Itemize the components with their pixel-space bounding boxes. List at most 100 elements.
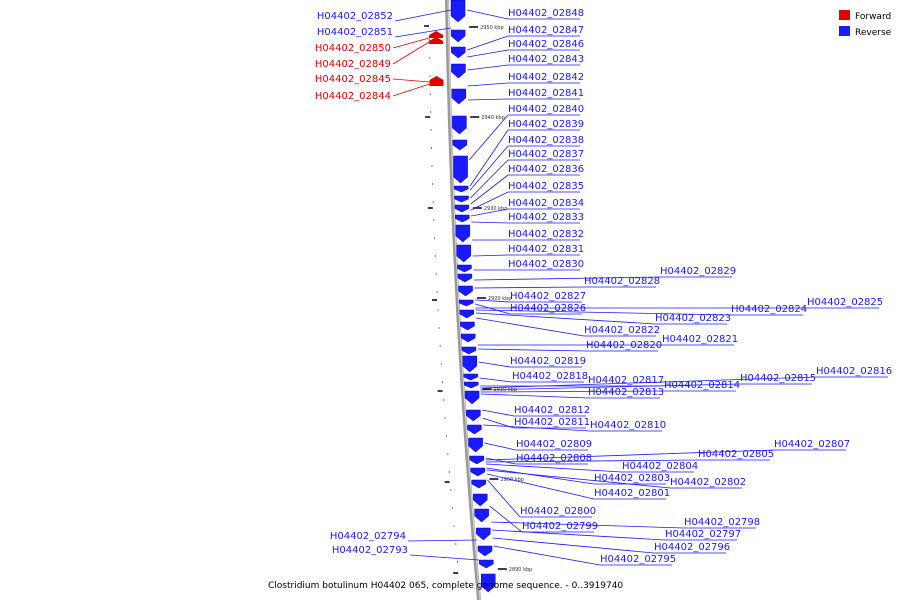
gene-label-reverse: H04402_02798: [684, 517, 760, 528]
connector-reverse: [486, 469, 671, 489]
gene-block-reverse: [453, 185, 469, 193]
gene-label-reverse: H04402_02797: [665, 529, 741, 540]
gene-block-forward: [429, 37, 444, 44]
connector-reverse-left: [394, 27, 452, 38]
scale-tick-label: 2930 kbp: [484, 206, 508, 212]
connector-reverse: [486, 473, 595, 500]
connector-reverse-left: [407, 539, 477, 542]
gene-label-reverse: H04402_02832: [508, 229, 584, 240]
connector-forward: [392, 41, 430, 65]
connector-reverse: [472, 254, 509, 257]
connector-reverse: [471, 208, 509, 217]
scale-tick-label: 2920 kbp: [488, 296, 512, 302]
connector-reverse: [475, 312, 656, 325]
connector-reverse: [478, 361, 511, 368]
gene-block-reverse: [480, 573, 496, 593]
scale-tick-label: 2950 kbp: [480, 25, 504, 31]
connector-reverse: [467, 64, 509, 71]
gene-block-reverse: [452, 115, 467, 135]
gene-block-reverse: [476, 527, 491, 541]
connector-reverse: [493, 545, 601, 566]
gene-label-reverse: H04402_02836: [508, 164, 584, 175]
gene-block-reverse: [458, 299, 474, 307]
gene-label-reverse: H04402_02796: [654, 542, 730, 553]
connector-reverse: [468, 114, 509, 161]
gene-label-reverse: H04402_02825: [807, 297, 883, 308]
gene-block-reverse: [454, 195, 469, 203]
gene-label-reverse: H04402_02828: [584, 276, 660, 287]
connector-reverse: [485, 459, 699, 463]
gene-block-forward: [429, 31, 444, 38]
connector-reverse: [491, 529, 666, 541]
connector-reverse: [466, 9, 509, 20]
connector-reverse: [473, 276, 661, 281]
connector-reverse: [480, 393, 589, 399]
connector-reverse: [467, 98, 509, 101]
gene-block-reverse: [454, 214, 470, 223]
gene-block-reverse: [463, 381, 479, 389]
gene-block-reverse: [464, 390, 480, 405]
gene-block-reverse: [460, 333, 476, 343]
connector-reverse: [483, 424, 591, 432]
gene-block-reverse: [474, 508, 489, 523]
gene-block-reverse: [470, 467, 486, 477]
gene-block-reverse: [450, 0, 466, 23]
gene-block-reverse: [457, 264, 472, 273]
gene-block-reverse: [455, 224, 471, 243]
connector-reverse: [486, 463, 623, 473]
gene-label-reverse: H04402_02823: [655, 313, 731, 324]
scale-tick-label: 2890 kbp: [509, 567, 533, 573]
gene-label-reverse: H04402_02795: [600, 554, 676, 565]
gene-block-reverse: [451, 88, 467, 105]
gene-label-reverse-left: H04402_02793: [332, 545, 408, 556]
connector-reverse: [484, 442, 517, 451]
gene-block-reverse: [460, 321, 475, 331]
connector-reverse: [475, 309, 732, 316]
gene-block-reverse: [479, 559, 494, 569]
connector-reverse: [491, 521, 685, 529]
connector-reverse: [469, 129, 509, 187]
genome-backbone-highlight: [447, 0, 481, 600]
connector-forward: [392, 37, 430, 49]
gene-block-reverse: [461, 346, 477, 355]
gene-blocks: [429, 0, 496, 593]
gene-block-reverse: [450, 46, 466, 59]
gene-label-reverse: H04402_02821: [662, 334, 738, 345]
connector-reverse: [467, 82, 509, 87]
gene-label-reverse: H04402_02826: [510, 303, 586, 314]
gene-label-forward: H04402_02845: [315, 74, 391, 85]
connector-reverse: [474, 286, 585, 289]
legend-swatch-reverse: [839, 26, 850, 36]
connector-reverse: [480, 390, 665, 393]
connector-reverse: [479, 377, 513, 383]
gene-label-reverse: H04402_02840: [508, 104, 584, 115]
gene-label-reverse: H04402_02813: [588, 387, 664, 398]
gene-labels: H04402_02848 H04402_02847 H04402_02846 H044…: [315, 8, 892, 565]
gene-label-reverse: H04402_02839: [508, 119, 584, 130]
gene-label-forward: H04402_02844: [315, 91, 391, 102]
connector-reverse: [470, 191, 509, 211]
connector-reverse: [474, 299, 511, 303]
gene-block-reverse: [467, 424, 482, 435]
gene-block-reverse: [450, 29, 466, 43]
gene-block-reverse: [452, 139, 468, 151]
gene-block-reverse: [462, 355, 478, 373]
gene-label-reverse: H04402_02804: [622, 461, 698, 472]
connector-reverse-left: [394, 9, 452, 22]
gene-label-reverse: H04402_02843: [508, 54, 584, 65]
gene-block-reverse: [454, 204, 470, 213]
gene-label-reverse: H04402_02838: [508, 135, 584, 146]
connector-reverse: [469, 145, 509, 191]
legend-label-reverse: Reverse: [855, 28, 892, 38]
map-caption: Clostridium botulinum H04402 065, comple…: [268, 581, 623, 591]
legend-label-forward: Forward: [855, 12, 891, 22]
connector-reverse: [487, 479, 521, 518]
legend-swatch-forward: [839, 10, 850, 20]
gene-label-reverse: H04402_02808: [516, 453, 592, 464]
connector-reverse: [477, 348, 587, 352]
label-connectors: [392, 9, 888, 566]
genome-backbone: [445, 0, 481, 600]
connector-reverse: [481, 409, 515, 417]
gene-block-reverse: [458, 285, 473, 297]
gene-block-reverse: [472, 493, 488, 507]
